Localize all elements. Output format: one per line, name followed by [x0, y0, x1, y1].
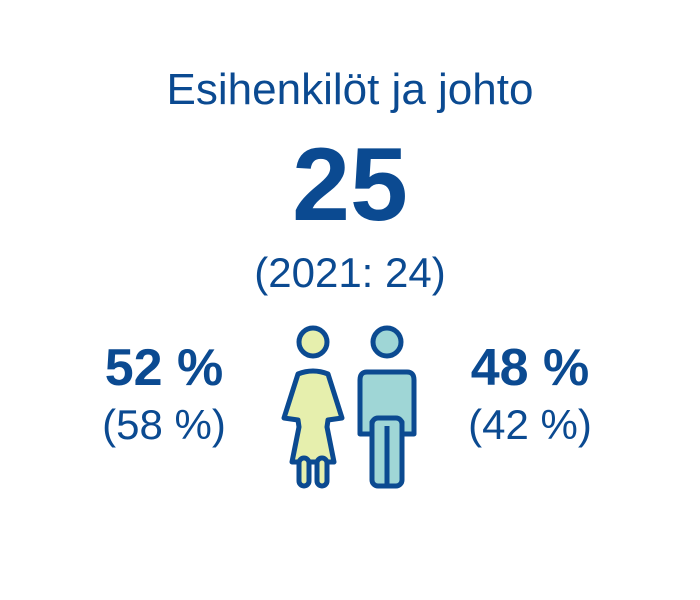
male-person-icon — [357, 325, 417, 489]
female-share: 52 % (58 %) — [64, 338, 264, 452]
previous-year-count: (2021: 24) — [254, 249, 446, 296]
male-previous-percent: (42 %) — [468, 401, 592, 448]
page-title: Esihenkilöt ja johto — [166, 65, 534, 114]
female-person-icon — [281, 325, 345, 489]
female-percent: 52 % — [104, 339, 224, 397]
male-share: 48 % (42 %) — [430, 338, 630, 452]
gender-figures — [281, 325, 417, 489]
male-percent: 48 % — [470, 339, 590, 397]
total-count: 25 — [292, 127, 408, 243]
female-previous-percent: (58 %) — [102, 401, 226, 448]
